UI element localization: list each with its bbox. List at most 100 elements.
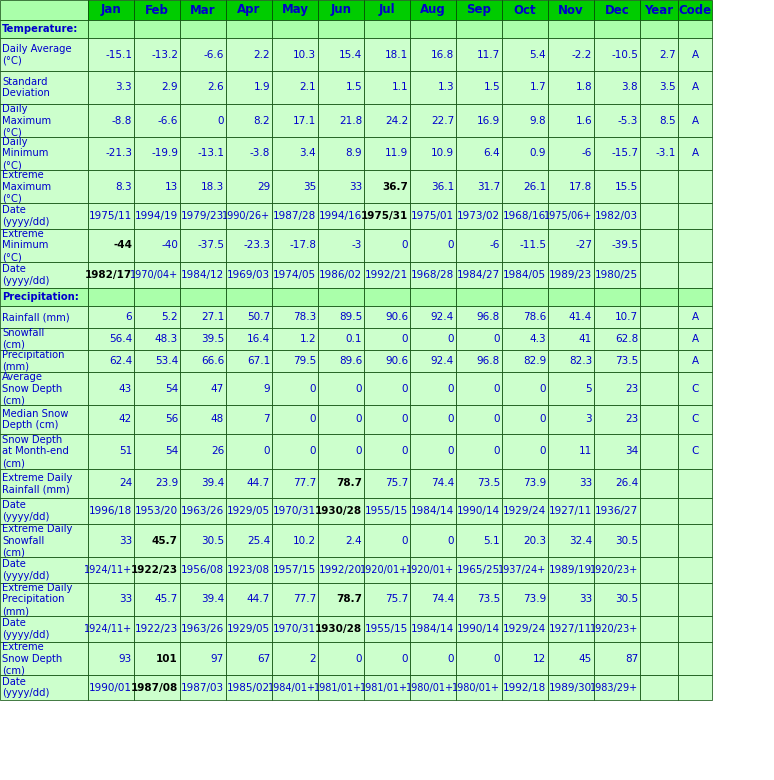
Text: 1994/19: 1994/19 [135,211,178,221]
Bar [640,203,678,229]
Bar [678,262,712,288]
Bar [548,372,594,405]
Bar [134,372,180,405]
Text: 1923/08: 1923/08 [227,565,270,575]
Text: 1984/27: 1984/27 [457,270,500,280]
Text: 11: 11 [579,446,592,456]
Text: 1955/15: 1955/15 [365,506,408,516]
Text: 33: 33 [118,536,132,545]
Text: 1980/01+: 1980/01+ [406,682,454,693]
Text: -39.5: -39.5 [611,240,638,250]
Text: 1992/18: 1992/18 [503,682,546,693]
Bar [678,170,712,203]
Text: 96.8: 96.8 [477,312,500,322]
Bar [318,616,364,642]
Bar [88,498,134,524]
Text: 1992/21: 1992/21 [365,270,408,280]
Bar [456,71,502,104]
Text: 1.9: 1.9 [253,83,270,93]
Bar [180,498,226,524]
Bar [226,262,272,288]
Text: Nov: Nov [558,3,584,16]
Text: 3.5: 3.5 [659,83,676,93]
Bar [456,104,502,137]
Bar [226,524,272,557]
Bar [548,306,594,328]
Text: 41: 41 [579,334,592,344]
Bar [272,262,318,288]
Bar [678,328,712,350]
Text: -44: -44 [113,240,132,250]
Text: 1969/03: 1969/03 [227,270,270,280]
Bar [226,203,272,229]
Bar [0,170,88,203]
Bar [456,675,502,700]
Text: 16.8: 16.8 [431,49,454,59]
Text: 33: 33 [579,478,592,488]
Text: 0: 0 [355,414,362,424]
Text: 51: 51 [118,446,132,456]
Text: 73.5: 73.5 [477,478,500,488]
Bar [272,288,318,306]
Text: 0: 0 [217,115,224,126]
Bar [502,434,548,469]
Bar [456,616,502,642]
Bar [594,434,640,469]
Text: 0: 0 [494,654,500,664]
Bar [88,434,134,469]
Bar [678,434,712,469]
Bar [0,229,88,262]
Text: 35: 35 [303,182,316,192]
Bar [640,328,678,350]
Text: Oct: Oct [514,3,536,16]
Bar [134,20,180,38]
Text: 45: 45 [579,654,592,664]
Bar [272,583,318,616]
Bar [594,306,640,328]
Bar [88,642,134,675]
Bar [226,405,272,434]
Text: 1920/23+: 1920/23+ [590,624,638,634]
Bar [640,434,678,469]
Bar [88,0,134,20]
Text: -13.1: -13.1 [197,148,224,158]
Bar [226,137,272,170]
Bar [640,675,678,700]
Bar [180,405,226,434]
Text: 1953/20: 1953/20 [135,506,178,516]
Bar [594,350,640,372]
Bar [88,469,134,498]
Text: 1920/23+: 1920/23+ [590,565,638,575]
Bar [364,434,410,469]
Text: Date
(yyyy/dd): Date (yyyy/dd) [2,264,50,285]
Text: 90.6: 90.6 [385,312,408,322]
Bar [180,0,226,20]
Bar [410,498,456,524]
Text: 1974/05: 1974/05 [273,270,316,280]
Text: 1963/26: 1963/26 [181,506,224,516]
Bar [678,203,712,229]
Text: 1981/01+: 1981/01+ [314,682,362,693]
Bar [594,557,640,583]
Bar [364,583,410,616]
Text: 0: 0 [263,446,270,456]
Bar [678,498,712,524]
Text: 26.1: 26.1 [522,182,546,192]
Text: -15.7: -15.7 [611,148,638,158]
Bar [640,642,678,675]
Bar [594,229,640,262]
Bar [364,469,410,498]
Text: 10.2: 10.2 [293,536,316,545]
Text: 42: 42 [118,414,132,424]
Bar [410,350,456,372]
Bar [88,675,134,700]
Bar [318,306,364,328]
Text: 44.7: 44.7 [247,594,270,604]
Text: 1985/02: 1985/02 [227,682,270,693]
Bar [678,405,712,434]
Bar [134,306,180,328]
Text: 34: 34 [625,446,638,456]
Bar [502,38,548,71]
Bar [134,137,180,170]
Bar [678,229,712,262]
